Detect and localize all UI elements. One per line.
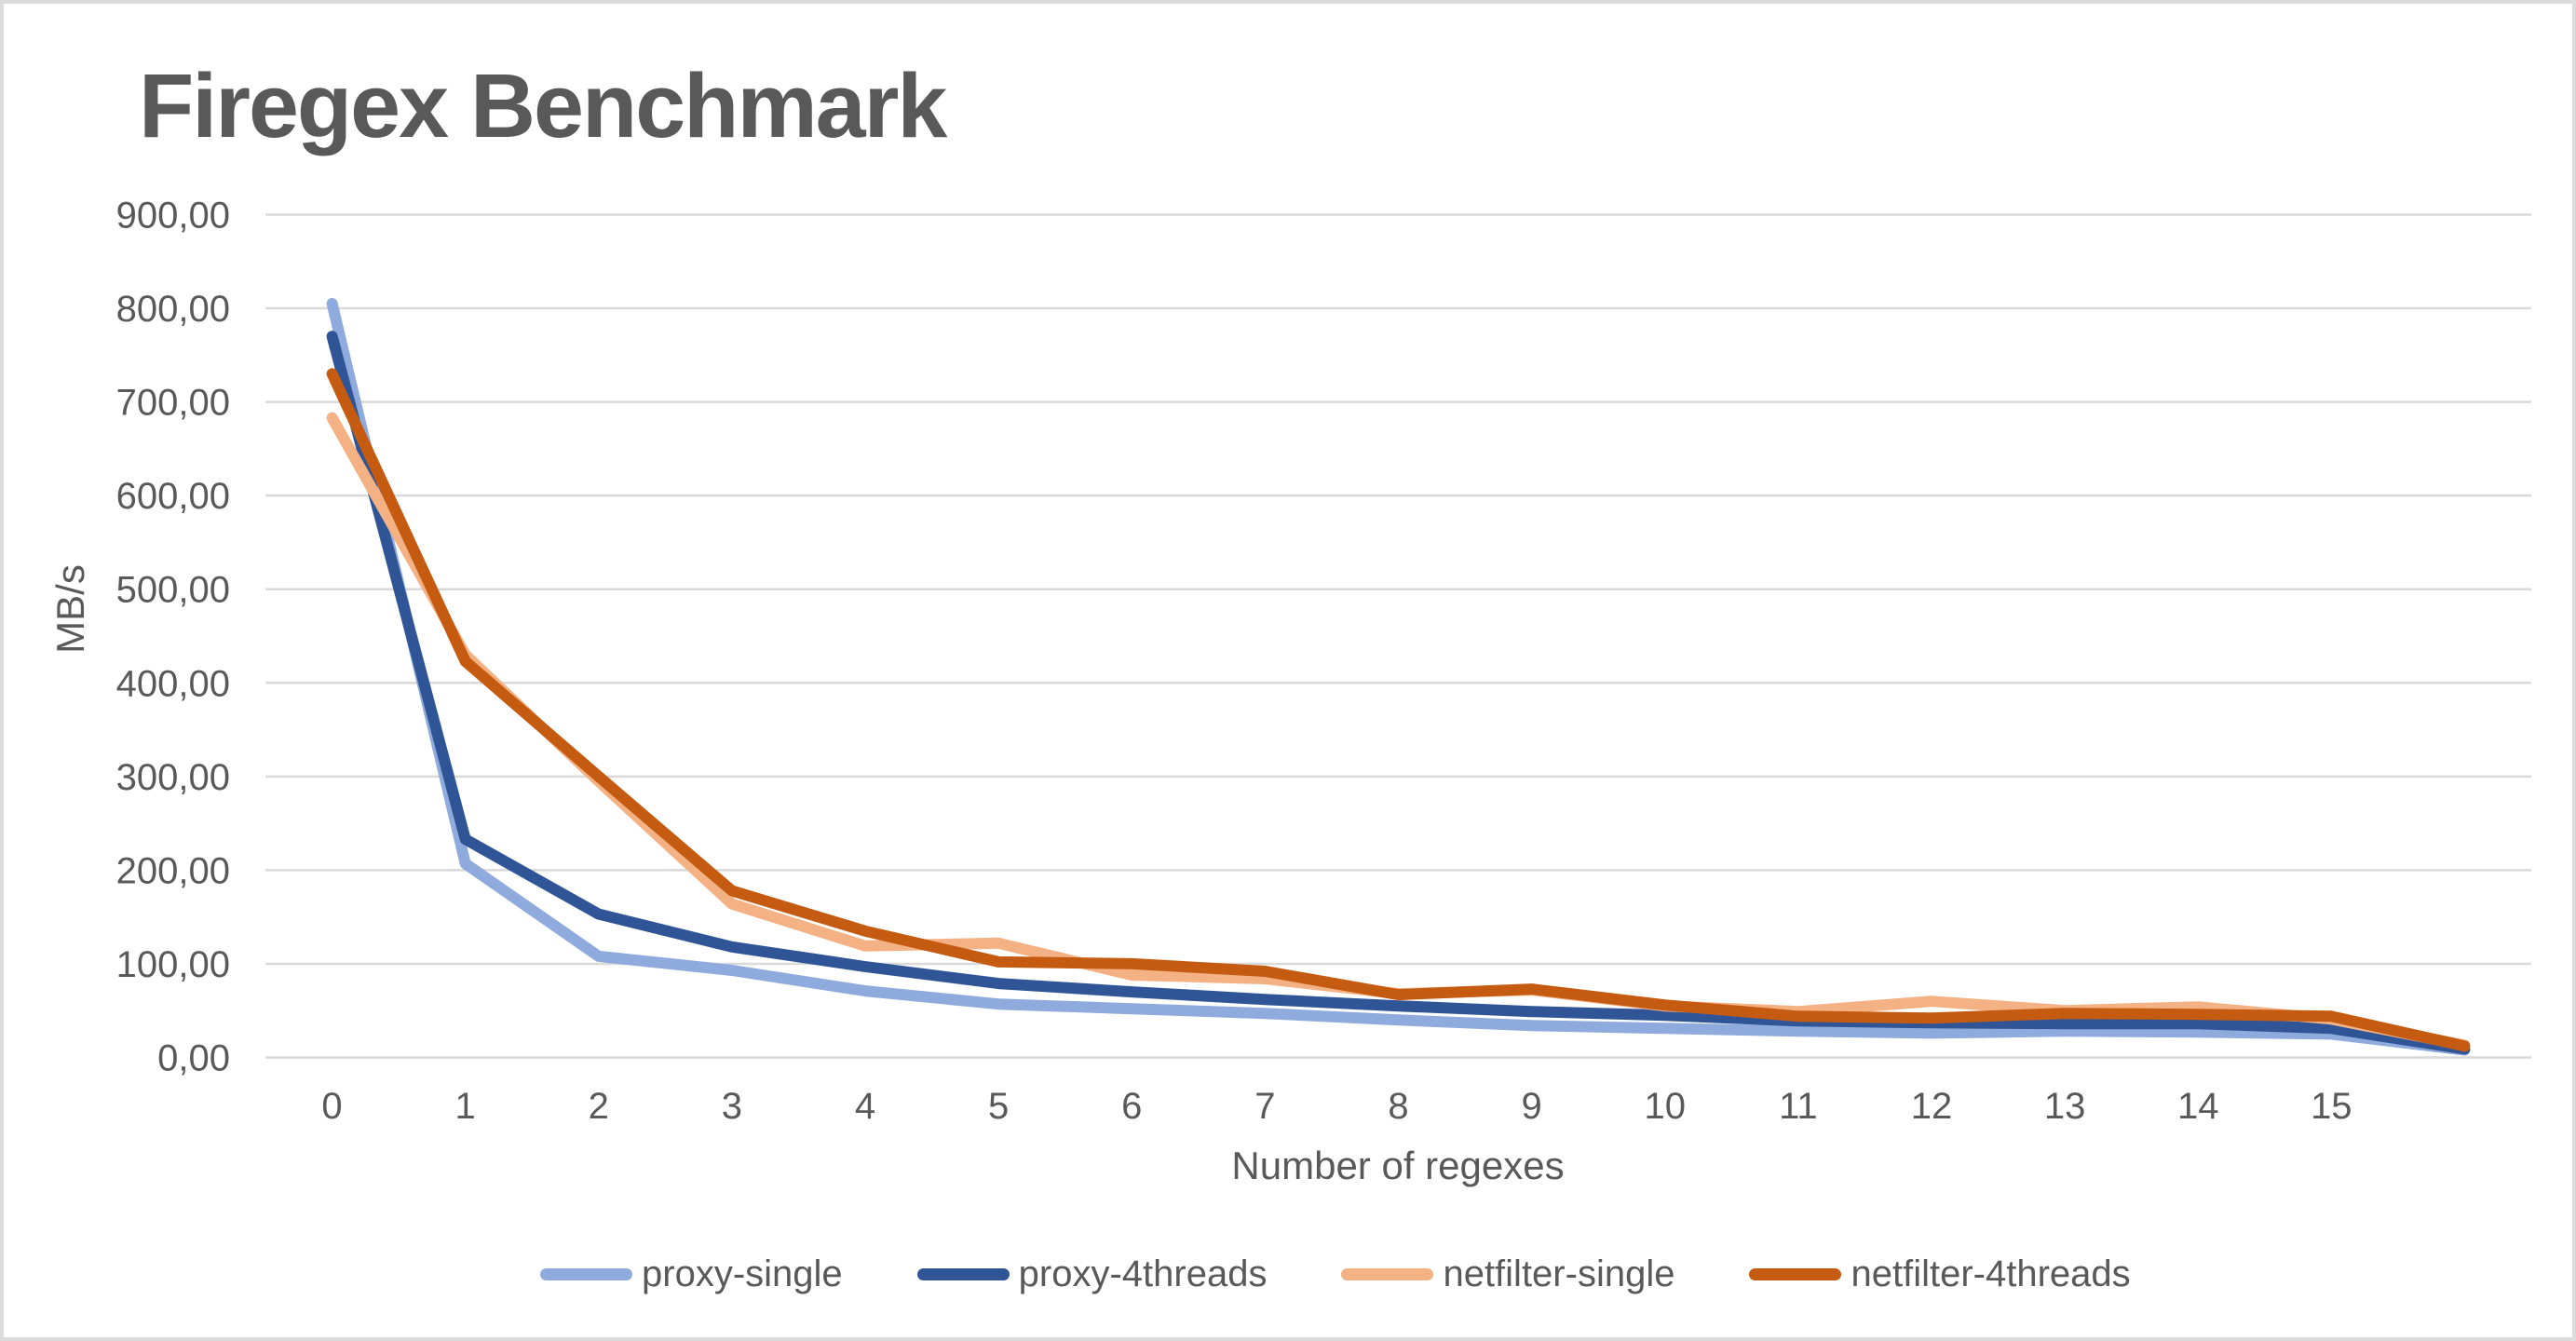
x-tick-label: 5 bbox=[988, 1086, 1009, 1127]
y-tick-label: 0,00 bbox=[157, 1038, 230, 1079]
legend-swatch bbox=[540, 1268, 632, 1280]
legend-swatch bbox=[1749, 1268, 1842, 1280]
legend-item-proxy-single: proxy-single bbox=[540, 1253, 843, 1295]
x-tick-label: 7 bbox=[1254, 1086, 1275, 1127]
legend-item-netfilter-4threads: netfilter-4threads bbox=[1749, 1253, 2131, 1295]
x-tick-label: 11 bbox=[1779, 1086, 1818, 1127]
x-tick-label: 1 bbox=[455, 1086, 476, 1127]
x-tick-label: 4 bbox=[855, 1086, 875, 1127]
legend-item-netfilter-single: netfilter-single bbox=[1341, 1253, 1674, 1295]
x-tick-label: 2 bbox=[589, 1086, 609, 1127]
series-lines bbox=[326, 298, 2471, 1056]
x-tick-label: 14 bbox=[2177, 1086, 2219, 1127]
y-tick-label: 400,00 bbox=[116, 663, 230, 704]
series-line-netfilter-single bbox=[326, 412, 2471, 1051]
y-axis-title: MB/s bbox=[48, 564, 92, 654]
y-tick-label: 900,00 bbox=[116, 196, 230, 237]
series-line-netfilter-4threads bbox=[326, 368, 2471, 1052]
y-tick-label: 600,00 bbox=[116, 476, 230, 517]
legend: proxy-single proxy-4threads netfilter-sing… bbox=[540, 1253, 2131, 1295]
legend-swatch bbox=[1341, 1268, 1434, 1280]
x-axis-tick-labels: 0 1 2 3 4 5 6 7 8 9 10 11 12 13 14 15 bbox=[321, 1086, 2352, 1127]
x-tick-label: 6 bbox=[1121, 1086, 1142, 1127]
y-tick-label: 200,00 bbox=[116, 850, 230, 891]
x-tick-label: 3 bbox=[722, 1086, 742, 1127]
legend-item-proxy-4threads: proxy-4threads bbox=[916, 1253, 1268, 1295]
y-tick-label: 100,00 bbox=[116, 944, 230, 985]
y-tick-label: 700,00 bbox=[116, 383, 230, 424]
x-tick-label: 12 bbox=[1911, 1086, 1953, 1127]
y-tick-label: 800,00 bbox=[116, 289, 230, 330]
x-tick-label: 10 bbox=[1644, 1086, 1686, 1127]
x-tick-label: 0 bbox=[321, 1086, 342, 1127]
legend-swatch bbox=[916, 1268, 1010, 1280]
legend-label: netfilter-single bbox=[1443, 1253, 1675, 1294]
chart-title: Firegex Benchmark bbox=[139, 55, 948, 156]
y-axis-tick-labels: 0,00 100,00 200,00 300,00 400,00 500,00 600,00… bbox=[116, 196, 230, 1079]
y-tick-label: 300,00 bbox=[116, 757, 230, 798]
y-tick-label: 500,00 bbox=[116, 570, 230, 611]
legend-label: proxy-single bbox=[642, 1253, 843, 1294]
series-line-proxy-4threads bbox=[326, 331, 2471, 1055]
x-tick-label: 15 bbox=[2311, 1086, 2352, 1127]
series-line-proxy-single bbox=[326, 298, 2471, 1056]
line-chart: Firegex Benchmark 0,00100,00200,00300,00… bbox=[48, 55, 2531, 1187]
x-tick-label: 13 bbox=[2044, 1086, 2086, 1127]
x-axis-title: Number of regexes bbox=[1231, 1144, 1564, 1187]
gridlines bbox=[265, 213, 2531, 1059]
x-tick-label: 9 bbox=[1521, 1086, 1541, 1127]
x-tick-label: 8 bbox=[1388, 1086, 1408, 1127]
legend-label: proxy-4threads bbox=[1018, 1253, 1268, 1294]
legend-label: netfilter-4threads bbox=[1851, 1253, 2131, 1294]
